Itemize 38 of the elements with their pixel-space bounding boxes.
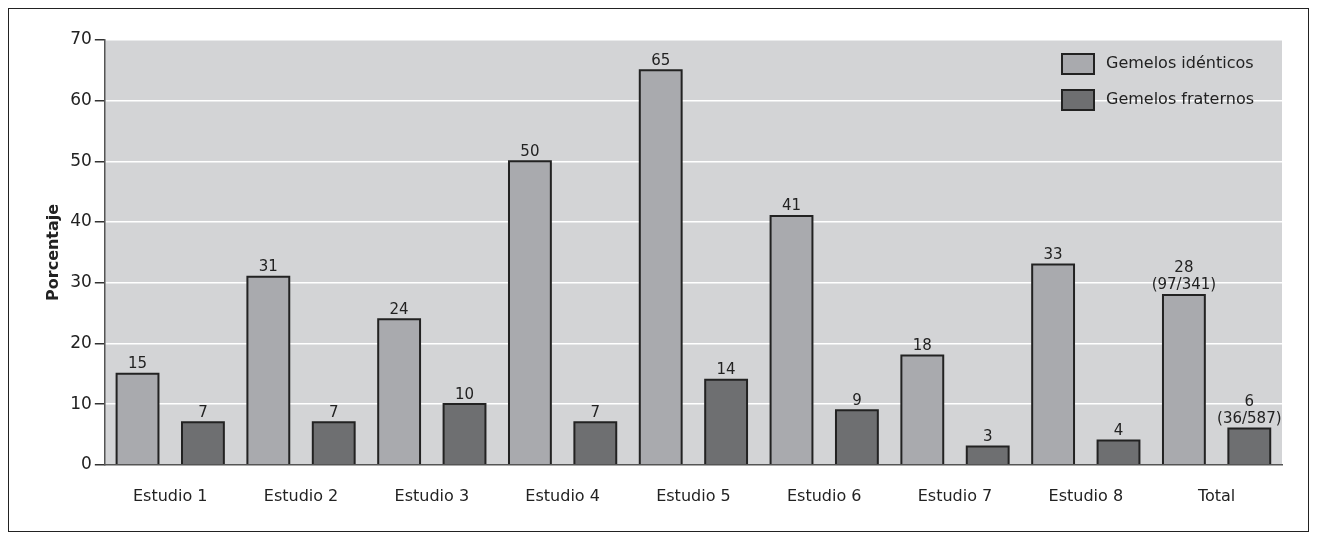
data-label: 3 <box>982 426 993 445</box>
data-label: 15 <box>127 354 148 373</box>
data-label: 7 <box>328 402 339 421</box>
data-label: 7 <box>198 402 208 421</box>
y-tick-label: 70 <box>70 28 92 49</box>
y-tick-label: 20 <box>70 331 92 352</box>
x-tick-label: Estudio 5 <box>656 485 731 505</box>
y-tick-label: 50 <box>70 149 92 170</box>
data-label: 14 <box>716 360 736 379</box>
x-tick-label: Total <box>1196 485 1236 505</box>
x-tick-label: Estudio 2 <box>263 485 339 505</box>
data-label: 4 <box>1113 420 1124 439</box>
data-label: 7 <box>590 402 601 421</box>
data-label: 31 <box>258 257 278 276</box>
x-tick-label: Estudio 7 <box>917 485 993 505</box>
y-tick-label: 0 <box>81 453 92 474</box>
x-tick-label: Estudio 1 <box>132 485 208 505</box>
x-tick-label: Estudio 6 <box>786 485 862 505</box>
legend-label: Gemelos fraternos <box>1106 89 1255 109</box>
y-axis-title: Porcentaje <box>42 203 62 301</box>
data-label: 9 <box>852 390 862 409</box>
data-label: 6 (36/587) <box>1217 391 1282 427</box>
legend-label: Gemelos idénticos <box>1106 53 1254 73</box>
data-label: 24 <box>389 299 409 318</box>
data-label: 41 <box>781 196 802 215</box>
x-tick-label: Estudio 4 <box>525 485 600 505</box>
y-tick-label: 40 <box>70 210 92 231</box>
data-label: 28 (97/341) <box>1151 258 1217 294</box>
data-label: 18 <box>912 335 932 354</box>
x-tick-label: Estudio 3 <box>394 485 470 505</box>
x-tick-label: Estudio 8 <box>1048 485 1124 505</box>
y-tick-label: 60 <box>70 89 92 110</box>
data-label: 33 <box>1043 244 1063 263</box>
y-tick-label: 30 <box>70 271 92 292</box>
y-tick-label: 10 <box>70 392 92 413</box>
data-label: 65 <box>651 50 671 69</box>
data-label: 10 <box>454 384 475 403</box>
data-label: 50 <box>520 141 540 160</box>
